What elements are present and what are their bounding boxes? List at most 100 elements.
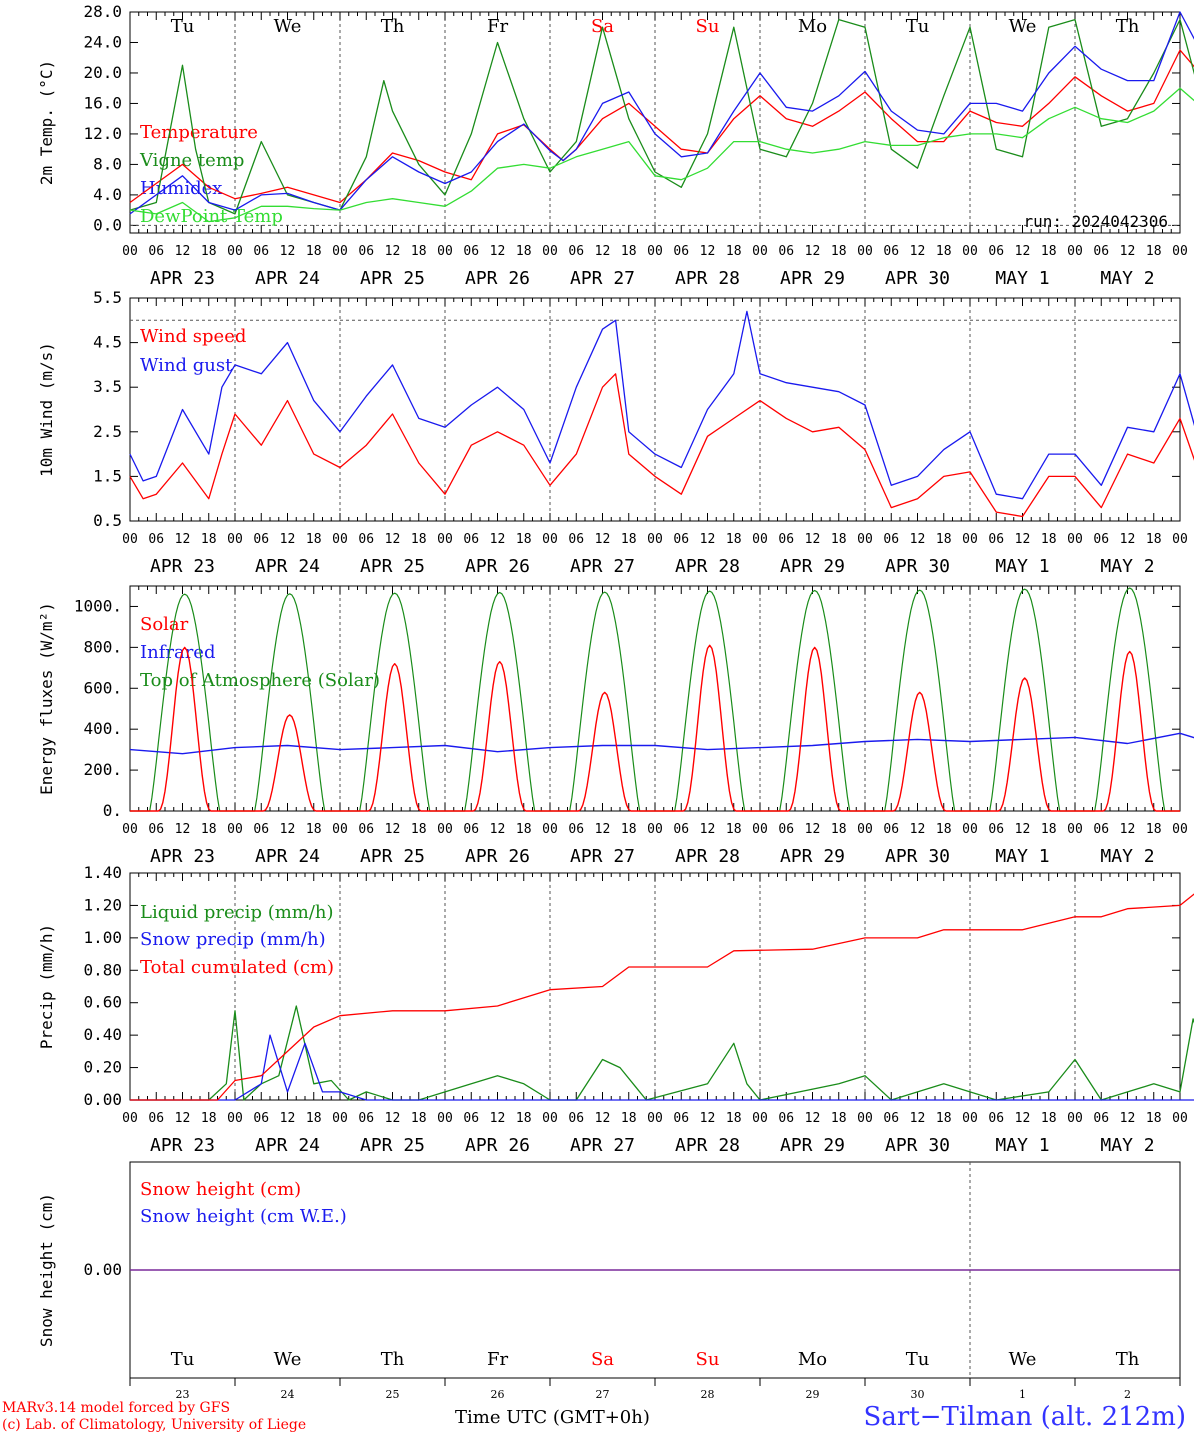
- hour-tick-label: 12: [805, 532, 821, 547]
- y-tick-label: 12.0: [83, 124, 122, 143]
- run-label: run: 2024042306: [1024, 212, 1169, 231]
- day-label: APR 30: [885, 268, 950, 289]
- y-tick-label: 20.0: [83, 63, 122, 82]
- day-number-label: 28: [701, 1388, 715, 1401]
- series-line: [130, 893, 1194, 1101]
- day-label: APR 27: [570, 1135, 635, 1156]
- hour-tick-label: 00: [752, 1111, 768, 1126]
- hour-tick-label: 06: [883, 1111, 899, 1126]
- weekday-label: Th: [1116, 16, 1140, 37]
- legend-solar: Solar: [140, 614, 189, 635]
- y-tick-label: 0.5: [93, 511, 122, 530]
- hour-tick-label: 00: [332, 532, 348, 547]
- y-tick-label: 0.80: [83, 960, 122, 979]
- hour-tick-label: 00: [437, 532, 453, 547]
- hour-tick-label: 06: [358, 1111, 374, 1126]
- panel-0: [129, 11, 1181, 234]
- hour-tick-label: 12: [700, 244, 716, 259]
- hour-tick-label: 12: [595, 822, 611, 837]
- hour-tick-label: 00: [1067, 244, 1083, 259]
- hour-tick-label: 00: [1067, 532, 1083, 547]
- hour-tick-label: 00: [1067, 822, 1083, 837]
- weekday-label: We: [274, 16, 302, 37]
- hour-tick-label: 18: [726, 244, 742, 259]
- hour-tick-label: 06: [883, 822, 899, 837]
- hour-tick-label: 06: [778, 1111, 794, 1126]
- weekday-label: Tu: [906, 16, 930, 37]
- day-label: MAY 2: [1100, 846, 1154, 867]
- hour-tick-label: 18: [621, 1111, 637, 1126]
- hour-tick-label: 00: [647, 822, 663, 837]
- hour-tick-label: 12: [385, 244, 401, 259]
- y-tick-label: 1.20: [83, 895, 122, 914]
- hour-tick-label: 18: [1041, 532, 1057, 547]
- day-number-label: 23: [176, 1388, 190, 1401]
- series-line: [130, 1034, 1194, 1101]
- legend-infrared: Infrared: [140, 642, 215, 663]
- hour-tick-label: 06: [358, 822, 374, 837]
- hour-tick-label: 12: [385, 822, 401, 837]
- hour-tick-label: 18: [306, 244, 322, 259]
- y-tick-label: 0.00: [83, 1090, 122, 1109]
- day-label: APR 29: [780, 1135, 845, 1156]
- legend-snow-height-cm-w-e: Snow height (cm W.E.): [140, 1206, 347, 1227]
- day-label: APR 23: [150, 846, 215, 867]
- hour-tick-label: 00: [227, 1111, 243, 1126]
- hour-tick-label: 00: [962, 244, 978, 259]
- hour-tick-label: 12: [910, 1111, 926, 1126]
- hour-tick-label: 18: [936, 532, 952, 547]
- hour-tick-label: 18: [1041, 1111, 1057, 1126]
- hour-tick-label: 00: [542, 532, 558, 547]
- day-label: APR 27: [570, 556, 635, 577]
- hour-tick-label: 00: [857, 244, 873, 259]
- hour-tick-label: 12: [490, 1111, 506, 1126]
- legend-snow-height-cm: Snow height (cm): [140, 1179, 301, 1200]
- hour-tick-label: 06: [778, 244, 794, 259]
- hour-tick-label: 18: [411, 822, 427, 837]
- hour-tick-label: 18: [411, 244, 427, 259]
- hour-tick-label: 06: [148, 532, 164, 547]
- hour-tick-label: 18: [306, 532, 322, 547]
- hour-tick-label: 00: [227, 532, 243, 547]
- day-label: APR 28: [675, 268, 740, 289]
- day-number-label: 1: [1019, 1388, 1026, 1401]
- hour-tick-label: 18: [516, 532, 532, 547]
- hour-tick-label: 06: [568, 532, 584, 547]
- hour-tick-label: 12: [595, 244, 611, 259]
- hour-tick-label: 12: [1120, 244, 1136, 259]
- hour-tick-label: 00: [332, 822, 348, 837]
- hour-tick-label: 06: [253, 244, 269, 259]
- hour-tick-label: 06: [148, 1111, 164, 1126]
- hour-tick-label: 18: [411, 1111, 427, 1126]
- weekday-label: Su: [696, 16, 720, 37]
- hour-tick-label: 18: [1146, 244, 1162, 259]
- day-label: APR 26: [465, 846, 530, 867]
- hour-tick-label: 12: [1015, 244, 1031, 259]
- day-label: APR 26: [465, 556, 530, 577]
- hour-tick-label: 00: [647, 244, 663, 259]
- hour-tick-label: 06: [883, 532, 899, 547]
- hour-tick-label: 00: [1172, 1111, 1188, 1126]
- hour-tick-label: 18: [516, 1111, 532, 1126]
- hour-tick-label: 00: [227, 244, 243, 259]
- weekday-label: Sa: [591, 16, 614, 37]
- weekday-label: Sa: [591, 1349, 614, 1370]
- hour-tick-label: 18: [411, 532, 427, 547]
- series-line: [129, 310, 1194, 500]
- weekday-label: Mo: [798, 16, 827, 37]
- day-label: APR 25: [360, 556, 425, 577]
- y-axis-label: Precip (mm/h): [37, 924, 56, 1049]
- hour-tick-label: 06: [463, 244, 479, 259]
- hour-tick-label: 12: [805, 822, 821, 837]
- y-axis-label: 2m Temp. (°C): [37, 60, 56, 185]
- hour-tick-label: 06: [673, 1111, 689, 1126]
- hour-tick-label: 12: [595, 532, 611, 547]
- day-label: APR 23: [150, 556, 215, 577]
- hour-tick-label: 12: [490, 244, 506, 259]
- hour-tick-label: 12: [805, 244, 821, 259]
- legend-total-cumulated-cm: Total cumulated (cm): [140, 957, 334, 978]
- y-tick-label: 0.40: [83, 1025, 122, 1044]
- hour-tick-label: 12: [280, 244, 296, 259]
- day-label: APR 23: [150, 1135, 215, 1156]
- y-tick-label: 0.20: [83, 1058, 122, 1077]
